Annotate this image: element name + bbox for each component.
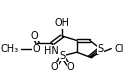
Text: OH: OH (55, 18, 70, 28)
Text: O: O (50, 62, 58, 72)
Text: O: O (32, 44, 40, 54)
Text: Cl: Cl (114, 44, 124, 54)
Text: HN: HN (44, 46, 59, 56)
Text: O: O (67, 62, 75, 72)
Text: O: O (31, 31, 38, 41)
Text: S: S (59, 51, 65, 61)
Text: S: S (97, 44, 103, 54)
Text: CH₃: CH₃ (1, 44, 19, 54)
